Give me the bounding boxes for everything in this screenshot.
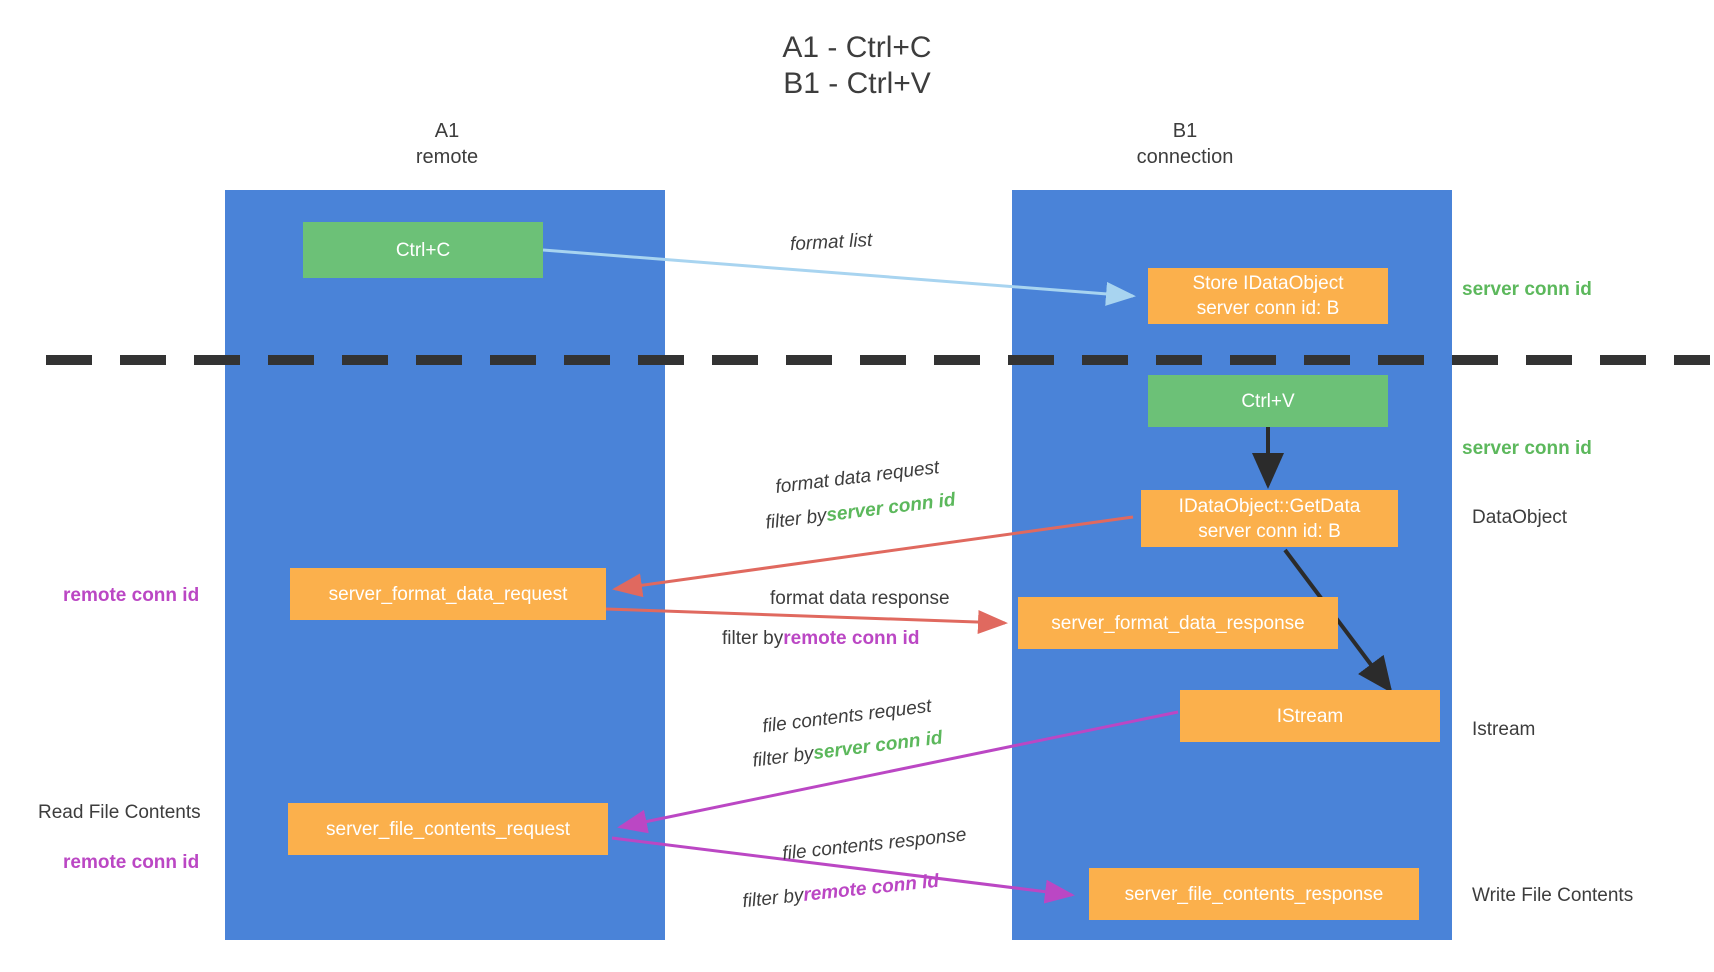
- node-server-format-data-request-label: server_format_data_request: [328, 583, 568, 605]
- node-ctrl-c[interactable]: Ctrl+C: [303, 222, 543, 278]
- arrow-label-file-contents-response: file contents response: [781, 824, 968, 865]
- side-label-server-conn-id-mid: server conn id: [1462, 438, 1592, 459]
- column-a1-name: A1: [434, 120, 460, 142]
- side-label-remote-conn-id-mid: remote conn id: [63, 585, 200, 606]
- side-label-read-file-contents: Read File Contents: [38, 802, 201, 823]
- phase-divider: [46, 355, 1710, 365]
- node-getdata-line2: server conn id: B: [1198, 520, 1341, 542]
- arrow-label-format-data-response: format data response: [770, 588, 950, 609]
- side-label-write-file-contents: Write File Contents: [1472, 885, 1634, 906]
- node-istream-label: IStream: [1276, 705, 1344, 727]
- column-a1-sub: remote: [415, 146, 479, 168]
- arrow-label-format-list: format list: [789, 229, 873, 256]
- filter-value: remote conn id: [802, 870, 940, 906]
- column-caption-a1: A1 remote: [317, 118, 577, 170]
- filter-prefix: filter by: [722, 628, 784, 649]
- filter-prefix: filter by: [764, 505, 828, 534]
- side-label-istream: Istream: [1472, 719, 1536, 740]
- node-idataobject-getdata[interactable]: IDataObject::GetData server conn id: B: [1141, 490, 1398, 547]
- node-server-format-data-response-label: server_format_data_response: [1051, 612, 1305, 634]
- node-store-idataobject-line2: server conn id: B: [1196, 298, 1340, 319]
- filter-prefix: filter by: [751, 743, 815, 772]
- node-server-format-data-response[interactable]: server_format_data_response: [1018, 597, 1338, 649]
- page-title: A1 - Ctrl+C B1 - Ctrl+V: [0, 30, 1714, 102]
- side-label-remote-conn-id-bottom: remote conn id: [63, 852, 200, 873]
- column-b1-sub: connection: [1136, 146, 1234, 168]
- node-store-idataobject-line1: Store IDataObject: [1192, 273, 1344, 294]
- title-line-1: A1 - Ctrl+C: [782, 31, 932, 64]
- filter-value: server conn id: [812, 727, 944, 765]
- node-server-file-contents-request[interactable]: server_file_contents_request: [288, 803, 608, 855]
- filter-value: server conn id: [825, 489, 957, 527]
- side-label-dataobject: DataObject: [1472, 507, 1568, 528]
- node-ctrl-v[interactable]: Ctrl+V: [1148, 375, 1388, 427]
- node-server-format-data-request[interactable]: server_format_data_request: [290, 568, 606, 620]
- node-server-file-contents-response[interactable]: server_file_contents_response: [1089, 868, 1419, 920]
- node-istream[interactable]: IStream: [1180, 690, 1440, 742]
- arrow-label-format-data-response-filter: filter byremote conn id: [722, 627, 919, 651]
- node-getdata-line1: IDataObject::GetData: [1178, 495, 1361, 517]
- title-line-2: B1 - Ctrl+V: [783, 67, 931, 100]
- column-caption-b1: B1 connection: [1055, 118, 1315, 170]
- column-b1-name: B1: [1172, 120, 1198, 142]
- filter-value: remote conn id: [783, 628, 920, 649]
- arrow-label-file-contents-response-filter: filter byremote conn id: [741, 870, 940, 915]
- node-ctrl-c-label: Ctrl+C: [395, 239, 451, 261]
- arrow-format-data-response: [605, 607, 1008, 635]
- filter-prefix: filter by: [741, 884, 805, 913]
- node-server-file-contents-request-label: server_file_contents_request: [326, 818, 570, 840]
- node-store-idataobject[interactable]: Store IDataObject server conn id: B: [1148, 268, 1388, 324]
- node-ctrl-v-label: Ctrl+V: [1241, 390, 1295, 412]
- node-server-file-contents-response-label: server_file_contents_response: [1124, 883, 1384, 905]
- side-label-server-conn-id-top: server conn id: [1462, 279, 1592, 300]
